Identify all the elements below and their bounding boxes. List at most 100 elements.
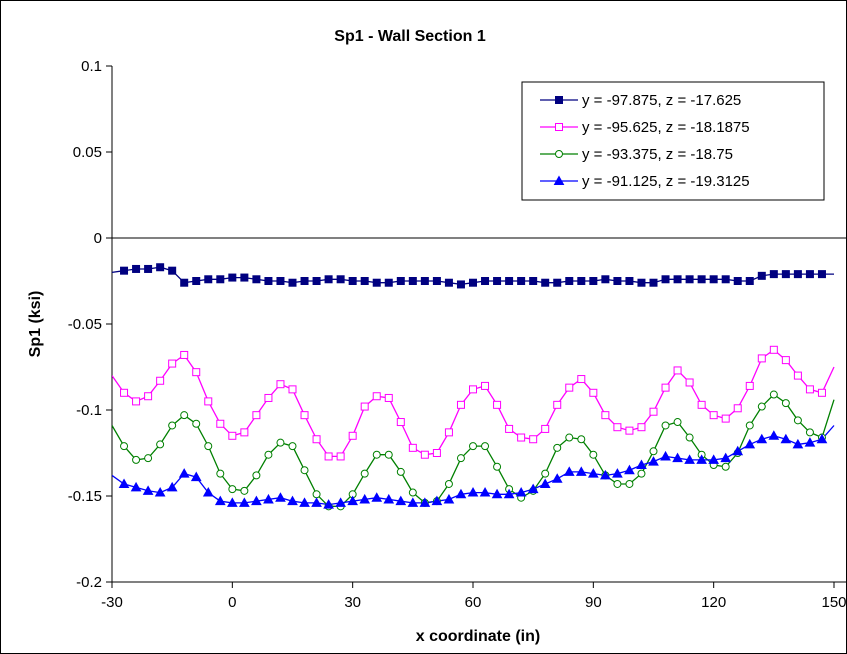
x-tick-label: 90	[585, 594, 602, 611]
data-point	[541, 469, 550, 478]
data-point	[709, 411, 718, 420]
data-point	[204, 397, 213, 406]
data-point	[240, 486, 249, 495]
legend-entry: y = -91.125, z = -19.3125	[582, 173, 750, 190]
data-point	[264, 393, 273, 402]
data-point	[288, 278, 297, 287]
data-point	[408, 488, 417, 497]
data-point	[324, 452, 333, 461]
data-point	[120, 442, 129, 451]
data-point	[577, 375, 586, 384]
data-point	[493, 277, 502, 285]
data-point	[551, 473, 563, 483]
data-point	[432, 277, 441, 285]
data-point	[515, 487, 527, 497]
data-point	[216, 419, 225, 428]
data-point	[359, 493, 371, 504]
data-point	[577, 435, 586, 444]
data-point	[637, 278, 646, 287]
data-point	[178, 468, 190, 478]
data-point	[156, 440, 165, 449]
data-point	[383, 493, 395, 504]
data-point	[204, 442, 213, 451]
data-point	[481, 277, 490, 285]
data-point	[216, 469, 225, 478]
data-point	[673, 366, 682, 375]
data-point	[697, 400, 706, 409]
data-point	[625, 479, 634, 488]
data-point	[805, 428, 814, 437]
data-point	[768, 430, 780, 440]
data-point	[360, 277, 369, 285]
data-point	[252, 411, 261, 420]
legend-marker	[555, 96, 563, 104]
legend: y = -97.875, z = -17.625 y = -95.625, z =…	[521, 81, 825, 201]
y-tick-label: -0.05	[68, 316, 102, 333]
data-point	[190, 471, 202, 482]
data-point	[443, 493, 455, 504]
data-point	[132, 397, 141, 406]
data-point	[228, 431, 237, 440]
data-point	[287, 495, 298, 506]
data-point	[300, 466, 309, 475]
data-point	[180, 278, 189, 287]
x-tick-label: 60	[465, 594, 482, 611]
data-point	[721, 275, 730, 284]
data-point	[697, 275, 706, 284]
data-point	[384, 393, 393, 402]
data-point	[407, 497, 419, 507]
data-point	[745, 421, 754, 430]
data-point	[481, 442, 490, 451]
data-point	[226, 497, 238, 507]
data-point	[132, 455, 141, 464]
data-point	[371, 492, 383, 502]
data-point	[529, 435, 538, 444]
data-point	[769, 345, 778, 354]
data-point	[732, 445, 744, 456]
data-point	[721, 414, 730, 423]
data-point	[228, 273, 237, 282]
data-point	[503, 488, 515, 499]
data-point	[180, 350, 189, 359]
data-point	[214, 495, 226, 506]
data-point	[757, 271, 766, 280]
data-point	[396, 467, 405, 476]
data-point	[455, 488, 467, 499]
data-point	[469, 442, 477, 451]
data-point	[156, 376, 165, 385]
data-point	[336, 275, 345, 284]
data-point	[756, 433, 768, 444]
data-point	[721, 462, 730, 471]
marker-layer	[118, 263, 828, 511]
legend-marker	[555, 123, 563, 131]
legend-entry: y = -97.875, z = -17.625	[582, 92, 741, 109]
data-point	[817, 388, 826, 397]
data-point	[431, 495, 443, 506]
data-point	[505, 424, 514, 433]
data-point	[299, 497, 310, 507]
data-point	[553, 400, 562, 409]
data-point	[166, 481, 178, 492]
data-point	[312, 277, 321, 285]
legend-entry: y = -93.375, z = -18.75	[582, 146, 733, 163]
data-point	[673, 275, 682, 284]
data-point	[613, 479, 622, 488]
data-point	[757, 354, 766, 363]
data-point	[649, 447, 658, 456]
data-point	[660, 450, 671, 461]
data-point	[469, 385, 477, 394]
legend-marker	[555, 150, 563, 158]
data-point	[228, 485, 237, 494]
data-point	[239, 497, 250, 507]
x-tick-label: 150	[821, 594, 846, 611]
data-point	[589, 450, 598, 459]
data-point	[696, 454, 707, 464]
data-point	[300, 411, 309, 420]
data-point	[168, 359, 177, 368]
data-point	[625, 277, 634, 285]
data-point	[456, 400, 465, 409]
data-point	[192, 368, 201, 377]
data-point	[120, 388, 129, 397]
data-point	[793, 371, 802, 380]
data-point	[240, 428, 249, 437]
